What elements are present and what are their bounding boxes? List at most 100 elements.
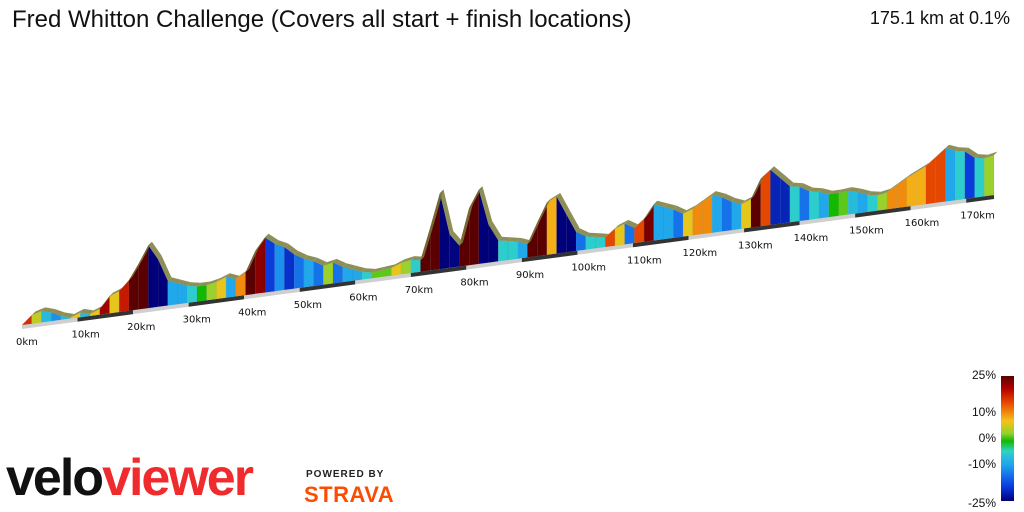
profile-top-face (255, 233, 269, 252)
distance-label: 40km (238, 307, 266, 318)
profile-top-face (313, 257, 327, 266)
veloviewer-logo[interactable]: veloviewer (6, 449, 254, 507)
logo-velo-text: velo (6, 449, 104, 507)
profile-slice (886, 184, 898, 210)
profile-slice (196, 284, 207, 302)
profile-top-face (527, 219, 541, 245)
profile-top-face (964, 147, 979, 158)
profile-top-face (799, 183, 813, 192)
road-segment (188, 295, 245, 307)
road-segment (521, 250, 578, 263)
profile-top-face (896, 174, 911, 186)
gradient-color-scale (1001, 376, 1014, 501)
profile-top-face (760, 166, 775, 179)
profile-top-face (673, 205, 687, 214)
profile-top-face (31, 307, 46, 316)
profile-slice (857, 191, 868, 214)
profile-top-face (828, 189, 843, 195)
profile-top-face (274, 240, 289, 248)
profile-top-face (721, 193, 736, 202)
profile-top-face (294, 250, 308, 259)
profile-top-face (614, 219, 629, 229)
profile-top-face (439, 189, 454, 235)
profile-top-face (177, 279, 191, 286)
profile-top-face (566, 210, 580, 232)
profile-slice (838, 190, 849, 217)
profile-slice (546, 196, 557, 256)
profile-top-face (906, 168, 920, 179)
profile-top-face (342, 263, 357, 270)
profile-top-face (265, 233, 279, 244)
profile-top-face (488, 221, 502, 241)
profile-slice (915, 165, 927, 206)
profile-distance-labels: 0km 10km 20km 30km 40km 50km 60km 70km 80km 90km 1… (16, 211, 995, 348)
profile-slice (293, 254, 305, 289)
road-segment (910, 198, 967, 211)
profile-top-face (546, 192, 561, 203)
profile-top-face (935, 144, 949, 158)
profile-top-face (634, 215, 648, 228)
profile-top-face (51, 308, 65, 316)
profile-top-face (128, 260, 143, 281)
profile-slice (109, 290, 120, 314)
profile-top-face (430, 189, 444, 228)
profile-top-face (245, 247, 259, 273)
legend-tick-0: 0% (978, 431, 996, 445)
road-segment (410, 265, 467, 277)
elevation-profile-chart: 0km 10km 20km 30km 40km 50km 60km 70km 80km 90km 1… (16, 144, 998, 348)
profile-slice (663, 206, 674, 240)
distance-label: 30km (183, 315, 211, 326)
profile-top-face (780, 174, 794, 187)
distance-label: 100km (571, 263, 606, 274)
profile-top-face (663, 203, 677, 210)
profile-top-face (702, 191, 716, 202)
profile-top-face (838, 187, 852, 193)
profile-slice (303, 258, 314, 288)
legend-tick-25: 25% (971, 368, 996, 382)
profile-top-face (99, 292, 114, 309)
profile-top-face (167, 277, 182, 284)
road-segment (133, 302, 189, 315)
profile-top-face (556, 192, 570, 215)
profile-top-face (158, 255, 172, 281)
profile-slice (750, 178, 761, 228)
profile-top-face (119, 276, 133, 292)
profile-slice (186, 285, 198, 304)
profile-top-face (303, 255, 318, 262)
strava-logo[interactable]: STRAVA (304, 482, 395, 507)
profile-top-face (974, 154, 988, 159)
distance-label: 150km (849, 226, 884, 237)
profile-top-face (333, 258, 347, 267)
profile-slice (255, 236, 266, 295)
road-segment (688, 228, 745, 240)
distance-label: 130km (738, 240, 773, 251)
road-segment (855, 206, 911, 218)
profile-top-face (576, 228, 590, 237)
profile-top-face (644, 200, 658, 219)
profile-slice (711, 194, 723, 233)
profile-slice (672, 209, 684, 239)
distance-label: 70km (405, 285, 433, 296)
profile-top-face (984, 151, 998, 159)
profile-slice (41, 310, 52, 323)
profile-slice (507, 240, 518, 261)
profile-slice (264, 236, 275, 293)
distance-label: 110km (627, 255, 662, 266)
profile-slice (634, 218, 645, 244)
profile-top-face (653, 200, 668, 207)
profile-top-face (819, 188, 833, 195)
profile-slice (177, 282, 188, 305)
profile-slice (167, 280, 178, 306)
profile-slice (604, 228, 616, 248)
distance-label: 0km (16, 337, 38, 348)
profile-top-face (925, 153, 940, 167)
road-segment (966, 195, 994, 203)
profile-top-face (401, 256, 415, 263)
profile-slice (809, 190, 820, 220)
profile-top-face (362, 268, 376, 273)
profile-slice (954, 150, 966, 201)
profile-slice (536, 202, 548, 257)
profile-top-face (508, 237, 522, 242)
road-segment (22, 317, 78, 329)
profile-top-face (789, 182, 804, 187)
